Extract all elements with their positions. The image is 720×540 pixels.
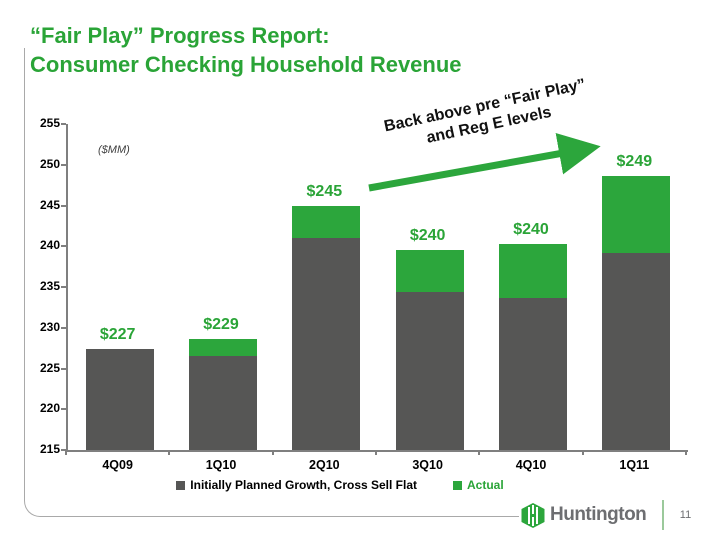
x-axis-tick-mark bbox=[375, 450, 377, 455]
y-axis-tick-mark bbox=[61, 163, 66, 166]
y-axis-tick-label: 255 bbox=[39, 116, 60, 130]
slide-title-line1: “Fair Play” Progress Report: bbox=[30, 23, 330, 48]
y-axis-tick-label: 240 bbox=[39, 238, 60, 253]
bar-value-label-1Q10: $229 bbox=[203, 316, 239, 334]
y-axis-tick-mark bbox=[61, 408, 66, 411]
slide-title: “Fair Play” Progress Report: Consumer Ch… bbox=[30, 22, 462, 79]
bar-planned-4Q09 bbox=[85, 348, 154, 450]
footer: Huntington 11 bbox=[520, 500, 691, 530]
x-axis-label-4Q09: 4Q09 bbox=[102, 458, 133, 472]
y-axis-tick-mark bbox=[61, 367, 66, 370]
y-axis-tick-label: 230 bbox=[39, 319, 60, 334]
bar-actual-2Q10 bbox=[292, 206, 361, 239]
y-axis-tick-mark bbox=[61, 449, 66, 451]
y-axis-tick-label: 245 bbox=[39, 197, 60, 212]
legend-label-actual: Actual bbox=[467, 478, 504, 492]
bar-planned-4Q10 bbox=[499, 297, 567, 450]
y-axis-tick-label: 235 bbox=[39, 279, 60, 293]
x-axis-tick-mark bbox=[478, 450, 481, 455]
y-axis-tick-label: 225 bbox=[39, 360, 60, 375]
huntington-logo-icon bbox=[521, 502, 545, 528]
bar-actual-1Q10 bbox=[189, 339, 257, 357]
y-axis-tick-mark bbox=[61, 326, 66, 329]
bar-actual-1Q11 bbox=[602, 176, 671, 253]
bar-value-label-4Q09: $227 bbox=[99, 325, 136, 343]
x-axis-tick-mark bbox=[685, 450, 687, 455]
x-axis-tick-mark bbox=[168, 450, 171, 455]
footer-divider bbox=[662, 500, 664, 530]
chart-legend: Initially Planned Growth, Cross Sell Fla… bbox=[40, 478, 640, 492]
x-axis-label-1Q11: 1Q11 bbox=[619, 458, 650, 472]
y-axis-tick-mark bbox=[61, 286, 66, 288]
y-axis-tick-label: 250 bbox=[39, 156, 60, 171]
bar-value-label-1Q11: $249 bbox=[616, 153, 653, 171]
legend-item-actual: Actual bbox=[453, 478, 504, 492]
bar-chart bbox=[66, 124, 688, 452]
slide-frame-border bbox=[24, 48, 519, 517]
huntington-logo-text: Huntington bbox=[550, 504, 647, 525]
page-number: 11 bbox=[679, 509, 692, 521]
x-axis-tick-mark bbox=[581, 450, 584, 455]
units-label: ($MM) bbox=[98, 144, 130, 156]
bar-planned-1Q11 bbox=[602, 252, 671, 450]
y-axis-tick-label: 215 bbox=[39, 442, 60, 456]
actual-swatch-icon bbox=[453, 480, 463, 490]
x-axis-label-4Q10: 4Q10 bbox=[515, 458, 547, 472]
planned-swatch-icon bbox=[176, 480, 186, 490]
bar-value-label-3Q10: $240 bbox=[409, 226, 446, 244]
x-axis-label-2Q10: 2Q10 bbox=[309, 458, 340, 472]
x-axis-tick-mark bbox=[271, 450, 274, 455]
slide-title-line2: Consumer Checking Household Revenue bbox=[30, 51, 462, 77]
legend-label-planned: Initially Planned Growth, Cross Sell Fla… bbox=[190, 478, 418, 492]
x-axis-label-3Q10: 3Q10 bbox=[412, 458, 443, 472]
bar-planned-3Q10 bbox=[395, 291, 464, 450]
bar-planned-1Q10 bbox=[189, 356, 257, 450]
y-axis-tick-label: 220 bbox=[39, 401, 60, 416]
x-axis-label-1Q10: 1Q10 bbox=[205, 458, 237, 472]
y-axis-tick-mark bbox=[61, 123, 66, 125]
x-axis-tick-mark bbox=[65, 450, 67, 455]
bar-actual-4Q10 bbox=[499, 243, 567, 298]
y-axis-tick-mark bbox=[61, 245, 66, 248]
bar-value-label-2Q10: $245 bbox=[306, 183, 343, 201]
bar-value-label-4Q10: $240 bbox=[513, 220, 549, 238]
y-axis-tick-mark bbox=[61, 204, 66, 207]
trend-arrow-icon bbox=[368, 133, 601, 192]
bar-actual-3Q10 bbox=[395, 249, 464, 292]
bar-planned-2Q10 bbox=[292, 238, 361, 450]
legend-item-planned: Initially Planned Growth, Cross Sell Fla… bbox=[176, 478, 417, 492]
